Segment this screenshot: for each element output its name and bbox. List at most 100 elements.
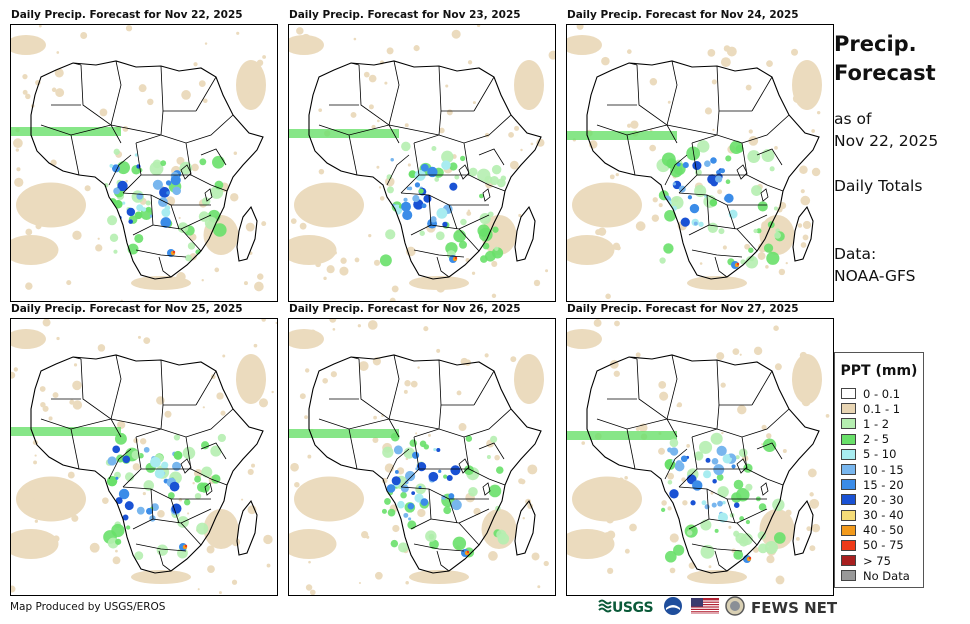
country-borders [586,354,820,574]
country-borders [308,354,542,574]
panel-title: Daily Precip. Forecast for Nov 26, 2025 [289,303,521,315]
map-credit: Map Produced by USGS/EROS [10,601,166,613]
legend-item: 50 - 75 [841,538,923,553]
light-rain-areas [11,25,267,301]
country-borders [30,354,264,574]
intense-storm-cells [731,261,740,269]
legend-swatch [841,479,856,491]
legend-swatch [841,570,856,582]
usgs-logo-icon [598,598,612,618]
forecast-panel-nov22: Daily Precip. Forecast for Nov 22, 2025 [10,8,278,302]
panel-title: Daily Precip. Forecast for Nov 25, 2025 [11,303,243,315]
legend-item: 20 - 30 [841,492,923,507]
precip-map-nov27[interactable] [566,318,834,596]
state-dept-seal-icon [725,596,745,620]
intense-storm-cells [179,543,188,551]
legend-item: 2 - 5 [841,432,923,447]
forecast-panel-nov25: Daily Precip. Forecast for Nov 25, 2025 [10,302,278,596]
legend-swatch [841,494,856,506]
light-rain-areas [289,25,555,301]
legend-label: > 75 [863,553,891,568]
us-flag-icon [691,598,720,618]
noaa-logo-icon [663,596,683,620]
country-borders [308,60,542,280]
forecast-panel-nov26: Daily Precip. Forecast for Nov 26, 2025 [288,302,556,596]
light-rain-areas [11,319,277,595]
moderate-rain-band [11,427,226,561]
legend-swatch [841,509,856,521]
data-source: NOAA-GFS [834,267,916,285]
legend-swatch [841,388,856,400]
precip-map-nov22[interactable] [10,24,278,302]
legend-label: 0.1 - 1 [863,401,901,416]
legend-label: 2 - 5 [863,432,890,447]
sidebar-title: Precip. Forecast [834,30,936,88]
legend-item: 15 - 20 [841,477,923,492]
legend-item: 10 - 15 [841,462,923,477]
panel-title: Daily Precip. Forecast for Nov 22, 2025 [11,9,243,21]
ppt-legend: PPT (mm) 0 - 0.1 0.1 - 1 1 - 2 2 - 5 5 -… [834,352,924,588]
precip-map-nov24[interactable] [566,24,834,302]
legend-swatch [841,539,856,551]
precip-map-nov26[interactable] [288,318,556,596]
daily-totals-label: Daily Totals [834,177,923,195]
legend-swatch [841,448,856,460]
legend-label: 20 - 30 [863,492,904,507]
data-source-block: Data: NOAA-GFS [834,243,915,287]
forecast-panel-nov23: Daily Precip. Forecast for Nov 23, 2025 [288,8,556,302]
precip-map-nov25[interactable] [10,318,278,596]
heavy-rain-core [108,153,182,228]
legend-label: 30 - 40 [863,508,904,523]
partner-logos: USGS FEWS NET [598,596,837,620]
legend-item: 40 - 50 [841,523,923,538]
legend-item: 1 - 2 [841,416,923,431]
sidebar-title-line1: Precip. [834,32,917,56]
data-label: Data: [834,245,877,263]
fews-net-logo-text: FEWS NET [751,599,838,617]
legend-label: 1 - 2 [863,416,890,431]
legend-item: 0.1 - 1 [841,401,923,416]
forecast-panel-nov27: Daily Precip. Forecast for Nov 27, 2025 [566,302,834,596]
asof-date: Nov 22, 2025 [834,132,939,150]
sidebar-title-line2: Forecast [834,61,936,85]
light-rain-areas [567,25,822,300]
precip-map-nov23[interactable] [288,24,556,302]
legend-swatch [841,464,856,476]
intense-storm-cells [449,255,458,263]
panel-title: Daily Precip. Forecast for Nov 27, 2025 [567,303,799,315]
legend-label: 10 - 15 [863,462,904,477]
legend-label: 15 - 20 [863,477,904,492]
country-borders [586,60,820,280]
legend-swatch [841,433,856,445]
panel-title: Daily Precip. Forecast for Nov 23, 2025 [289,9,521,21]
legend-label: 5 - 10 [863,447,897,462]
legend-item: 5 - 10 [841,447,923,462]
legend-item: 30 - 40 [841,508,923,523]
legend-label: 40 - 50 [863,523,904,538]
legend-label: No Data [863,568,910,583]
legend-label: 50 - 75 [863,538,904,553]
legend-swatch [841,418,856,430]
intense-storm-cells [167,249,176,257]
legend-item: 0 - 0.1 [841,386,923,401]
heavy-rain-core [390,158,458,229]
legend-title: PPT (mm) [840,363,918,379]
country-borders [30,60,264,280]
legend-item: No Data [841,568,923,583]
heavy-rain-core [664,445,740,523]
usgs-logo-text: USGS [612,600,654,616]
asof-block: as of Nov 22, 2025 [834,108,938,152]
legend-swatch [841,524,856,536]
heavy-rain-core [106,445,183,522]
light-rain-areas [567,319,830,585]
heavy-rain-core [385,445,462,522]
legend-swatch [841,403,856,415]
moderate-rain-band [567,431,786,563]
asof-label: as of [834,110,872,128]
legend-item: > 75 [841,553,923,568]
legend-label: 0 - 0.1 [863,386,901,401]
intense-storm-cells [743,555,752,563]
forecast-panel-nov24: Daily Precip. Forecast for Nov 24, 2025 [566,8,834,302]
legend-swatch [841,555,856,567]
panel-title: Daily Precip. Forecast for Nov 24, 2025 [567,9,799,21]
